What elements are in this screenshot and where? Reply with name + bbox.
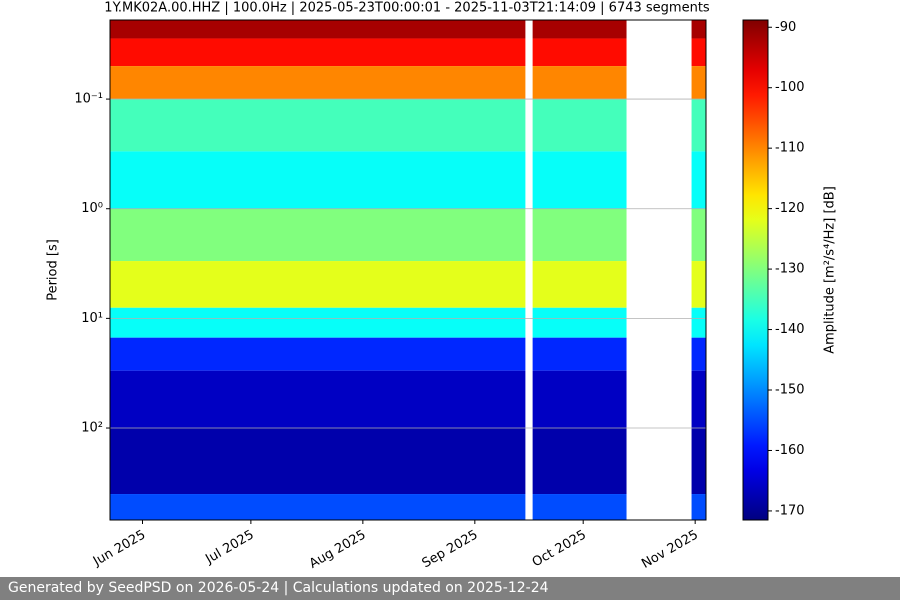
colorbar-tick-label: -90	[775, 20, 796, 35]
y-tick-label: 10²	[81, 421, 103, 436]
x-tick-label: Nov 2025	[639, 528, 701, 572]
colorbar-tick-label: -150	[775, 383, 805, 398]
colorbar	[742, 19, 769, 521]
x-tick-label: Jul 2025	[202, 528, 256, 568]
spectrogram-band	[110, 99, 706, 152]
y-tick-label: 10⁰	[81, 201, 103, 216]
x-tick-label: Jun 2025	[90, 528, 148, 570]
spectrogram-band	[110, 428, 706, 495]
colorbar-tick-label: -170	[775, 503, 805, 518]
data-gap	[626, 20, 692, 520]
colorbar-tick-label: -160	[775, 443, 805, 458]
spectrogram-band	[110, 494, 706, 520]
y-axis-label: Period [s]	[46, 239, 61, 301]
spectrogram-band	[110, 370, 706, 429]
x-tick-label: Sep 2025	[420, 528, 481, 572]
spectrogram-band	[110, 20, 706, 39]
colorbar-tick-label: -100	[775, 80, 805, 95]
colorbar-label: Amplitude [m²/s⁴/Hz] [dB]	[823, 186, 838, 354]
footer: Generated by SeedPSD on 2026-05-24 | Cal…	[0, 577, 900, 600]
spectrogram-band	[110, 151, 706, 209]
y-tick-label: 10⁻¹	[74, 92, 103, 107]
spectrogram-band	[110, 337, 706, 371]
data-gap	[525, 20, 533, 520]
spectrogram-band	[110, 208, 706, 262]
colorbar-tick-label: -110	[775, 141, 805, 156]
y-tick-label: 10¹	[81, 311, 103, 326]
colorbar-tick-label: -140	[775, 322, 805, 337]
x-tick-label: Oct 2025	[530, 528, 589, 571]
spectrogram-band	[110, 38, 706, 67]
colorbar-tick-label: -120	[775, 201, 805, 216]
spectrogram-band	[110, 66, 706, 100]
chart-title: 1Y.MK02A.00.HHZ | 100.0Hz | 2025-05-23T0…	[104, 1, 710, 16]
x-tick-label: Aug 2025	[307, 528, 369, 572]
spectrogram-band	[110, 307, 706, 338]
spectrogram-band	[110, 261, 706, 308]
plot-frame	[109, 19, 707, 521]
chart: 1Y.MK02A.00.HHZ | 100.0Hz | 2025-05-23T0…	[46, 1, 838, 572]
colorbar-tick-label: -130	[775, 262, 805, 277]
